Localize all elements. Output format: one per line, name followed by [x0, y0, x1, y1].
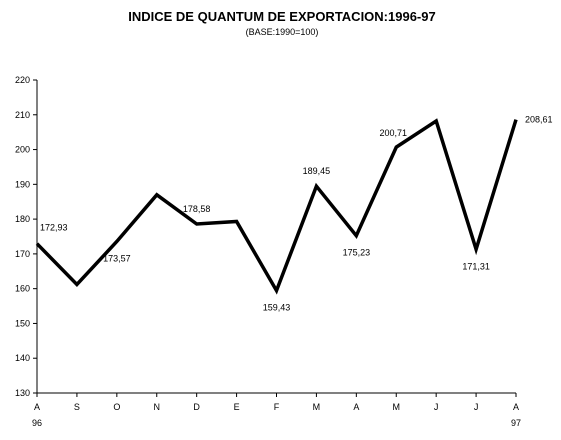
x-tick-label: A: [513, 402, 519, 412]
y-tick-label: 130: [15, 388, 30, 398]
x-year-label: 97: [511, 418, 521, 428]
y-tick-label: 180: [15, 214, 30, 224]
data-label: 173,57: [103, 253, 131, 263]
x-tick-label: M: [313, 402, 321, 412]
chart-title: INDICE DE QUANTUM DE EXPORTACION:1996-97: [128, 9, 435, 24]
data-label: 159,43: [263, 303, 291, 313]
data-label: 172,93: [40, 223, 68, 233]
x-tick-label: N: [154, 402, 161, 412]
x-tick-label: A: [353, 402, 359, 412]
x-tick-label: M: [393, 402, 401, 412]
data-labels: 172,93 173,57 178,58 159,43 189,45 175,23 200,…: [40, 115, 553, 313]
y-tick-label: 150: [15, 318, 30, 328]
x-tick-label: E: [234, 402, 240, 412]
y-tick-label: 170: [15, 249, 30, 259]
y-tick-label: 220: [15, 75, 30, 85]
y-tick-label: 210: [15, 110, 30, 120]
y-axis-ticks: 130 140 150 160 170 180 190 200 210 220: [15, 75, 37, 398]
data-label: 189,45: [303, 166, 331, 176]
x-tick-label: A: [34, 402, 40, 412]
y-tick-label: 140: [15, 353, 30, 363]
x-tick-label: F: [274, 402, 280, 412]
data-label: 171,31: [462, 261, 490, 271]
data-label: 208,61: [525, 115, 553, 125]
x-year-label: 96: [32, 418, 42, 428]
x-axis-ticks: A S O N D E F M A M J J A 96 97: [32, 393, 521, 428]
axes: [36, 80, 516, 394]
data-label: 200,71: [379, 128, 407, 138]
y-tick-label: 190: [15, 179, 30, 189]
data-label: 175,23: [343, 248, 371, 258]
x-tick-label: D: [193, 402, 200, 412]
x-tick-label: J: [474, 402, 479, 412]
chart-subtitle: (BASE:1990=100): [246, 27, 319, 37]
series-line: [35, 118, 518, 295]
x-tick-label: O: [113, 402, 120, 412]
y-tick-label: 200: [15, 145, 30, 155]
x-tick-label: J: [434, 402, 439, 412]
data-label: 178,58: [183, 204, 211, 214]
series-group: [35, 118, 518, 295]
y-tick-label: 160: [15, 284, 30, 294]
x-tick-label: S: [74, 402, 80, 412]
